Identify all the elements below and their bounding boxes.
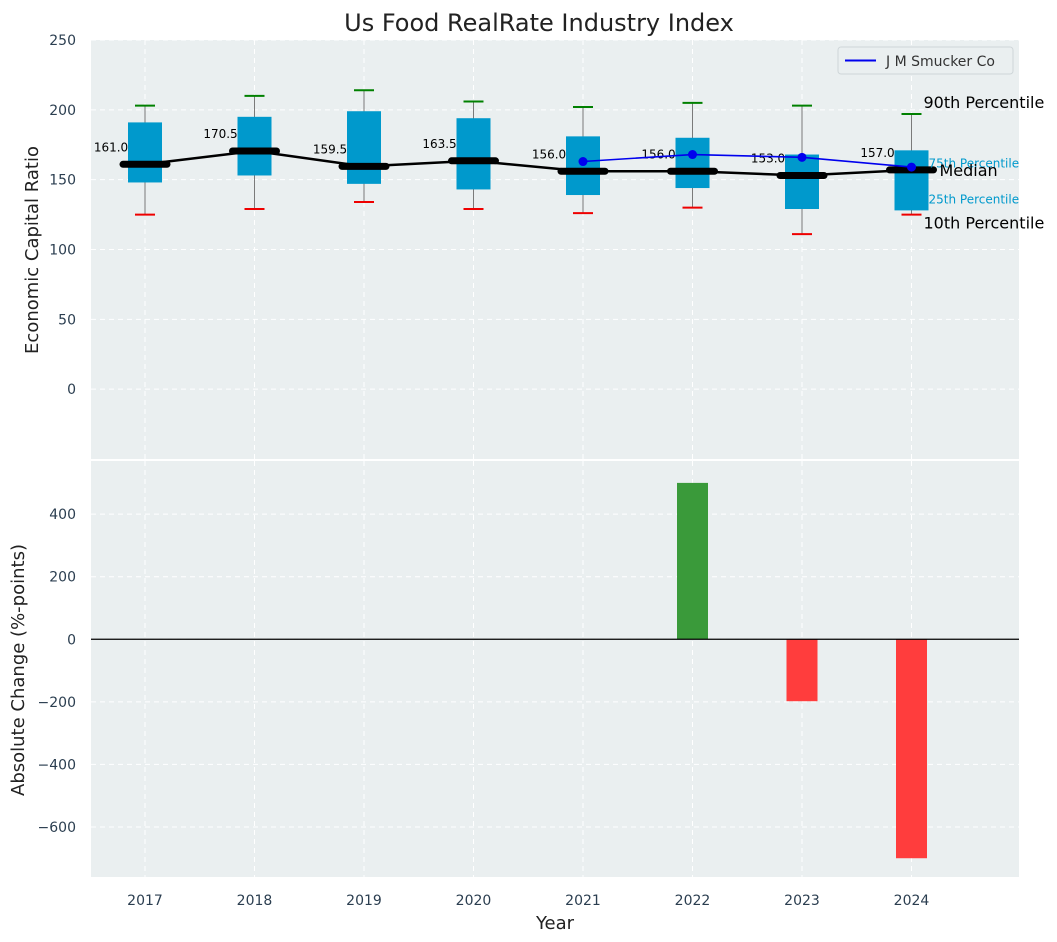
median-value-label: 161.0 — [94, 140, 128, 154]
annotation-p75: 75th Percentile — [929, 156, 1020, 170]
x-tick-label: 2018 — [237, 893, 273, 909]
bottom-y-axis-label: Absolute Change (%-points) — [8, 544, 29, 796]
company-point — [797, 152, 807, 162]
top-panel: 0 50 100 150 200 250 161.0 170.5 159.5 163.5 156.… — [22, 33, 1044, 459]
top-y-tick-label: 50 — [58, 312, 76, 328]
median-trend-line — [144, 149, 912, 177]
iqr-box — [237, 116, 272, 176]
median-value-label: 156.0 — [532, 147, 566, 161]
median-value-label: 159.5 — [313, 142, 347, 156]
legend-box — [837, 46, 1014, 75]
median-value-label: 153.0 — [751, 151, 785, 165]
iqr-box — [785, 154, 819, 209]
change-bar — [896, 639, 927, 859]
x-tick-label: 2024 — [894, 893, 930, 909]
company-point — [578, 157, 588, 167]
x-tick-label: 2023 — [784, 893, 820, 909]
x-tick-label: 2019 — [346, 893, 382, 909]
median-value-label: 157.0 — [860, 146, 894, 160]
annotation-p10: 10th Percentile — [924, 214, 1045, 233]
bottom-panel: −600 −400 −200 0 200 400 2017 2018 2019 2020 2021… — [8, 461, 1019, 934]
bottom-y-tick-label: 200 — [49, 570, 76, 586]
iqr-box — [456, 118, 491, 190]
median-value-label: 163.5 — [422, 137, 456, 151]
bottom-y-tick-label: 0 — [67, 632, 76, 648]
top-y-tick-label: 0 — [67, 382, 76, 398]
chart-title: Us Food RealRate Industry Index — [344, 9, 734, 37]
top-y-tick-label: 150 — [49, 173, 76, 189]
iqr-box — [894, 150, 929, 211]
bottom-y-tick-label: −200 — [38, 695, 76, 711]
iqr-box — [675, 137, 710, 189]
x-tick-label: 2020 — [456, 893, 492, 909]
legend-entry-label: J M Smucker Co — [885, 54, 995, 70]
annotation-p25: 25th Percentile — [929, 192, 1020, 206]
x-tick-label: 2021 — [565, 893, 601, 909]
top-y-tick-label: 100 — [49, 243, 76, 259]
x-tick-label: 2022 — [675, 893, 711, 909]
iqr-box — [128, 122, 162, 183]
change-bar — [677, 482, 708, 640]
top-y-tick-label: 200 — [49, 103, 76, 119]
annotation-p90: 90th Percentile — [924, 93, 1045, 112]
iqr-box — [347, 111, 381, 184]
bottom-y-tick-label: −400 — [38, 757, 76, 773]
bottom-plot-area — [91, 461, 1019, 877]
median-value-label: 156.0 — [641, 147, 675, 161]
company-point — [907, 162, 916, 172]
top-y-axis-label: Economic Capital Ratio — [22, 146, 43, 354]
change-bar — [786, 639, 818, 702]
x-axis-label: Year — [535, 913, 575, 934]
company-point — [688, 150, 697, 160]
company-line — [582, 153, 912, 168]
x-tick-label: 2017 — [127, 893, 163, 909]
top-y-tick-label: 250 — [49, 33, 76, 49]
bottom-y-tick-label: −600 — [38, 820, 76, 836]
bottom-y-tick-label: 400 — [49, 507, 76, 523]
median-value-label: 170.5 — [203, 127, 237, 141]
legend: J M Smucker Co — [837, 46, 1014, 75]
annotation-median: Median — [940, 161, 998, 180]
